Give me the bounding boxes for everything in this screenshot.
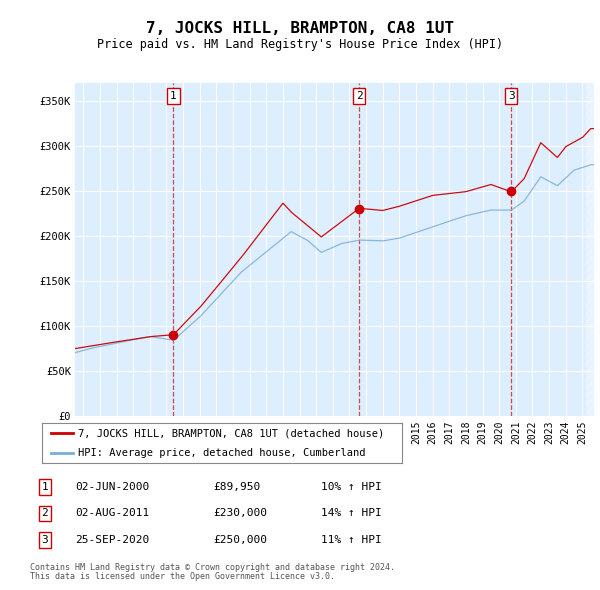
Text: 7, JOCKS HILL, BRAMPTON, CA8 1UT (detached house): 7, JOCKS HILL, BRAMPTON, CA8 1UT (detach… (78, 428, 384, 438)
Text: This data is licensed under the Open Government Licence v3.0.: This data is licensed under the Open Gov… (30, 572, 335, 581)
Text: 1: 1 (41, 482, 49, 491)
Text: 3: 3 (508, 91, 515, 101)
Text: 02-JUN-2000: 02-JUN-2000 (75, 482, 149, 491)
Text: 25-SEP-2020: 25-SEP-2020 (75, 535, 149, 545)
Text: 2: 2 (41, 509, 49, 518)
Text: 2: 2 (356, 91, 362, 101)
Text: 10% ↑ HPI: 10% ↑ HPI (321, 482, 382, 491)
Text: £230,000: £230,000 (213, 509, 267, 518)
Text: £250,000: £250,000 (213, 535, 267, 545)
Text: 3: 3 (41, 535, 49, 545)
Text: Price paid vs. HM Land Registry's House Price Index (HPI): Price paid vs. HM Land Registry's House … (97, 38, 503, 51)
Text: 11% ↑ HPI: 11% ↑ HPI (321, 535, 382, 545)
Text: Contains HM Land Registry data © Crown copyright and database right 2024.: Contains HM Land Registry data © Crown c… (30, 563, 395, 572)
Text: £89,950: £89,950 (213, 482, 260, 491)
Text: 7, JOCKS HILL, BRAMPTON, CA8 1UT: 7, JOCKS HILL, BRAMPTON, CA8 1UT (146, 21, 454, 35)
Text: 02-AUG-2011: 02-AUG-2011 (75, 509, 149, 518)
Text: HPI: Average price, detached house, Cumberland: HPI: Average price, detached house, Cumb… (78, 448, 365, 458)
Text: 14% ↑ HPI: 14% ↑ HPI (321, 509, 382, 518)
Text: 1: 1 (170, 91, 177, 101)
